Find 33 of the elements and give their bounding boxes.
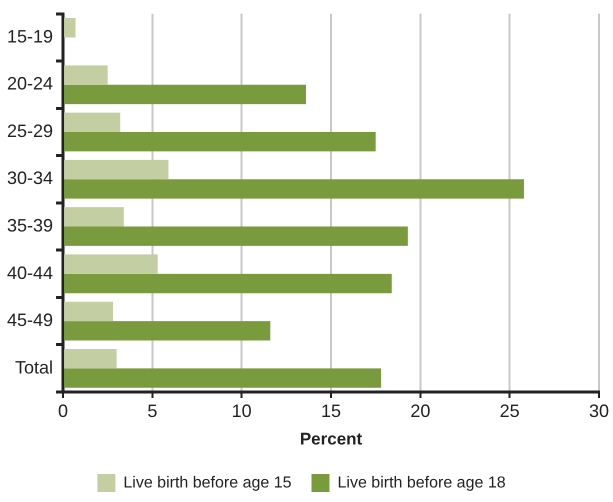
bar [64,179,524,199]
x-tick-label: 25 [500,400,520,421]
x-tick-label: 20 [410,400,430,421]
bar [64,18,76,38]
x-tick-label: 10 [232,400,252,421]
y-tick-label: 35-39 [6,216,54,236]
bar [64,65,108,85]
x-tick-label: 30 [588,400,610,421]
y-tick-label: 15-19 [6,26,54,46]
bar [64,274,392,294]
bar [64,112,120,132]
bar [64,160,168,180]
legend-label: Live birth before age 18 [338,474,506,492]
bar [64,254,158,274]
x-tick-label: 0 [58,400,68,421]
bar [64,207,124,227]
x-tick-label: 15 [321,400,342,421]
bar [64,368,382,388]
bar [64,132,376,152]
bar [64,348,117,368]
bar [64,302,114,322]
legend-label: Live birth before age 15 [123,474,292,492]
y-tick-label: Total [15,357,54,378]
y-tick-label: 30-34 [6,168,54,188]
bar [64,84,306,104]
x-axis-title: Percent [300,429,363,448]
y-tick-label: 20-24 [6,74,54,94]
y-tick-label: 25-29 [6,120,54,141]
y-tick-label: 40-44 [6,262,54,283]
bar [64,226,408,246]
x-tick-label: 5 [147,400,158,421]
y-tick-label: 45-49 [6,310,54,330]
bar [64,321,270,340]
